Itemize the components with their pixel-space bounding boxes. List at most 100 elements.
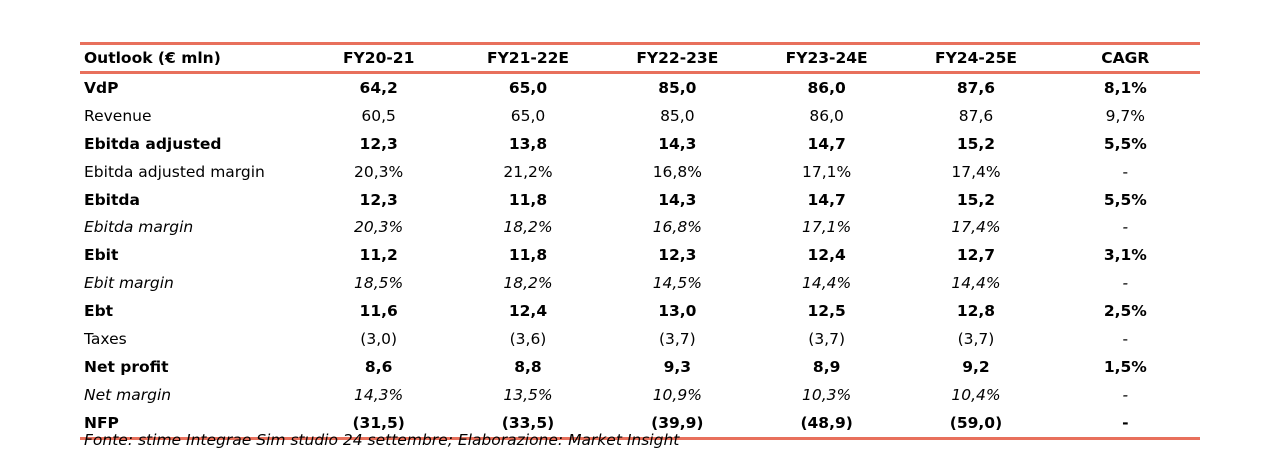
value-cell: 87,6 <box>958 106 994 125</box>
value-cell: 12,3 <box>658 246 697 265</box>
value-cell: - <box>1122 218 1129 237</box>
value-cell: 18,5% <box>354 274 404 293</box>
value-cell: 85,0 <box>658 78 697 97</box>
value-cell: 65,0 <box>508 78 548 97</box>
value-cell: (33,5) <box>501 413 555 432</box>
header-cell-fy24-25e: FY24-25E <box>934 49 1017 67</box>
value-cell: - <box>1122 274 1129 293</box>
value-cell: 12,3 <box>359 134 398 153</box>
table-row: Ebitda margin 20,3% 18,2% 16,8% 17,1% 17,4% - <box>80 213 1200 241</box>
value-cell: 8,1% <box>1103 78 1147 97</box>
value-cell: 12,4 <box>508 302 548 321</box>
outlook-table: Outlook (€ mln) FY20-21 FY21-22E FY22-23… <box>80 42 1200 440</box>
value-cell: 16,8% <box>652 162 702 181</box>
value-cell: 85,0 <box>660 106 695 125</box>
value-cell: (3,6) <box>509 329 547 348</box>
value-cell: 11,8 <box>508 190 548 209</box>
row-label: VdP <box>84 78 119 97</box>
value-cell: 21,2% <box>503 162 553 181</box>
header-cell-outlook: Outlook (€ mln) <box>84 49 221 67</box>
row-label: Ebt <box>84 302 114 321</box>
value-cell: 86,0 <box>807 78 846 97</box>
table-row: Ebit 11,2 11,8 12,3 12,4 12,7 3,1% <box>80 241 1200 269</box>
value-cell: - <box>1122 413 1129 432</box>
table-row: Revenue 60,5 65,0 85,0 86,0 87,6 9,7% <box>80 102 1200 130</box>
value-cell: - <box>1122 329 1129 348</box>
value-cell: 14,7 <box>807 190 846 209</box>
value-cell: 3,1% <box>1103 246 1147 265</box>
value-cell: 14,3 <box>658 190 697 209</box>
value-cell: (59,0) <box>949 413 1003 432</box>
row-label: Ebit <box>84 246 119 265</box>
table-row: Ebitda 12,3 11,8 14,3 14,7 15,2 5,5% <box>80 186 1200 214</box>
value-cell: 12,5 <box>807 302 846 321</box>
value-cell: 14,4% <box>951 274 1001 293</box>
value-cell: 86,0 <box>809 106 844 125</box>
value-cell: - <box>1122 162 1129 181</box>
value-cell: 9,7% <box>1105 106 1146 125</box>
value-cell: 20,3% <box>354 218 404 237</box>
value-cell: 14,5% <box>652 274 702 293</box>
value-cell: 12,3 <box>359 190 398 209</box>
row-label: Net margin <box>84 385 172 404</box>
table-row: Net margin 14,3% 13,5% 10,9% 10,3% 10,4% - <box>80 381 1200 409</box>
table-row: Net profit 8,6 8,8 9,3 8,9 9,2 1,5% <box>80 353 1200 381</box>
table-row: Taxes (3,0) (3,6) (3,7) (3,7) (3,7) - <box>80 325 1200 353</box>
header-cell-cagr: CAGR <box>1101 49 1150 67</box>
value-cell: 15,2 <box>956 190 996 209</box>
value-cell: 87,6 <box>956 78 996 97</box>
value-cell: (31,5) <box>352 413 405 432</box>
value-cell: 8,9 <box>812 357 841 376</box>
value-cell: 12,8 <box>956 302 996 321</box>
table-row: VdP 64,2 65,0 85,0 86,0 87,6 8,1% <box>80 73 1200 102</box>
value-cell: 65,0 <box>510 106 546 125</box>
source-note: Fonte: stime Integrae Sim studio 24 sett… <box>84 431 680 449</box>
row-label: Ebitda <box>84 190 140 209</box>
header-cell-fy23-24e: FY23-24E <box>785 49 868 67</box>
value-cell: (3,7) <box>808 329 846 348</box>
value-cell: 60,5 <box>361 106 396 125</box>
value-cell: 10,3% <box>802 385 852 404</box>
row-label: Ebitda margin <box>84 218 194 237</box>
value-cell: 1,5% <box>1103 357 1147 376</box>
row-label: Net profit <box>84 357 169 376</box>
value-cell: 17,1% <box>802 162 852 181</box>
value-cell: (39,9) <box>651 413 704 432</box>
value-cell: 12,4 <box>807 246 846 265</box>
value-cell: 14,3% <box>354 385 404 404</box>
value-cell: 14,7 <box>807 134 846 153</box>
value-cell: 10,4% <box>951 385 1001 404</box>
value-cell: (3,0) <box>360 329 398 348</box>
header-cell-fy22-23e: FY22-23E <box>636 49 719 67</box>
row-label: Ebitda adjusted <box>84 134 222 153</box>
value-cell: (48,9) <box>800 413 853 432</box>
value-cell: 20,3% <box>354 162 404 181</box>
value-cell: 15,2 <box>956 134 996 153</box>
header-cell-fy21-22e: FY21-22E <box>487 49 569 67</box>
row-label: NFP <box>84 413 119 432</box>
value-cell: 13,8 <box>508 134 548 153</box>
value-cell: 12,7 <box>956 246 996 265</box>
value-cell: 14,4% <box>802 274 852 293</box>
row-label: Revenue <box>84 106 152 125</box>
value-cell: 8,6 <box>364 357 393 376</box>
value-cell: 5,5% <box>1103 134 1147 153</box>
row-label: Taxes <box>84 329 127 348</box>
value-cell: 13,0 <box>658 302 697 321</box>
table-row: Ebt 11,6 12,4 13,0 12,5 12,8 2,5% <box>80 297 1200 325</box>
row-label: Ebit margin <box>84 274 174 293</box>
value-cell: 10,9% <box>652 385 702 404</box>
header-cell-fy20-21: FY20-21 <box>342 49 415 67</box>
value-cell: 16,8% <box>652 218 702 237</box>
row-label: Ebitda adjusted margin <box>84 162 265 181</box>
value-cell: 11,2 <box>359 246 398 265</box>
value-cell: 18,2% <box>503 218 553 237</box>
value-cell: 2,5% <box>1103 302 1147 321</box>
value-cell: 17,4% <box>951 162 1001 181</box>
table-row: NFP (31,5) (33,5) (39,9) (48,9) (59,0) - <box>80 409 1200 439</box>
value-cell: 13,5% <box>503 385 553 404</box>
value-cell: 14,3 <box>658 134 697 153</box>
table-row: Ebitda adjusted margin 20,3% 21,2% 16,8% 17,… <box>80 158 1200 186</box>
value-cell: 64,2 <box>359 78 398 97</box>
value-cell: 8,8 <box>514 357 542 376</box>
